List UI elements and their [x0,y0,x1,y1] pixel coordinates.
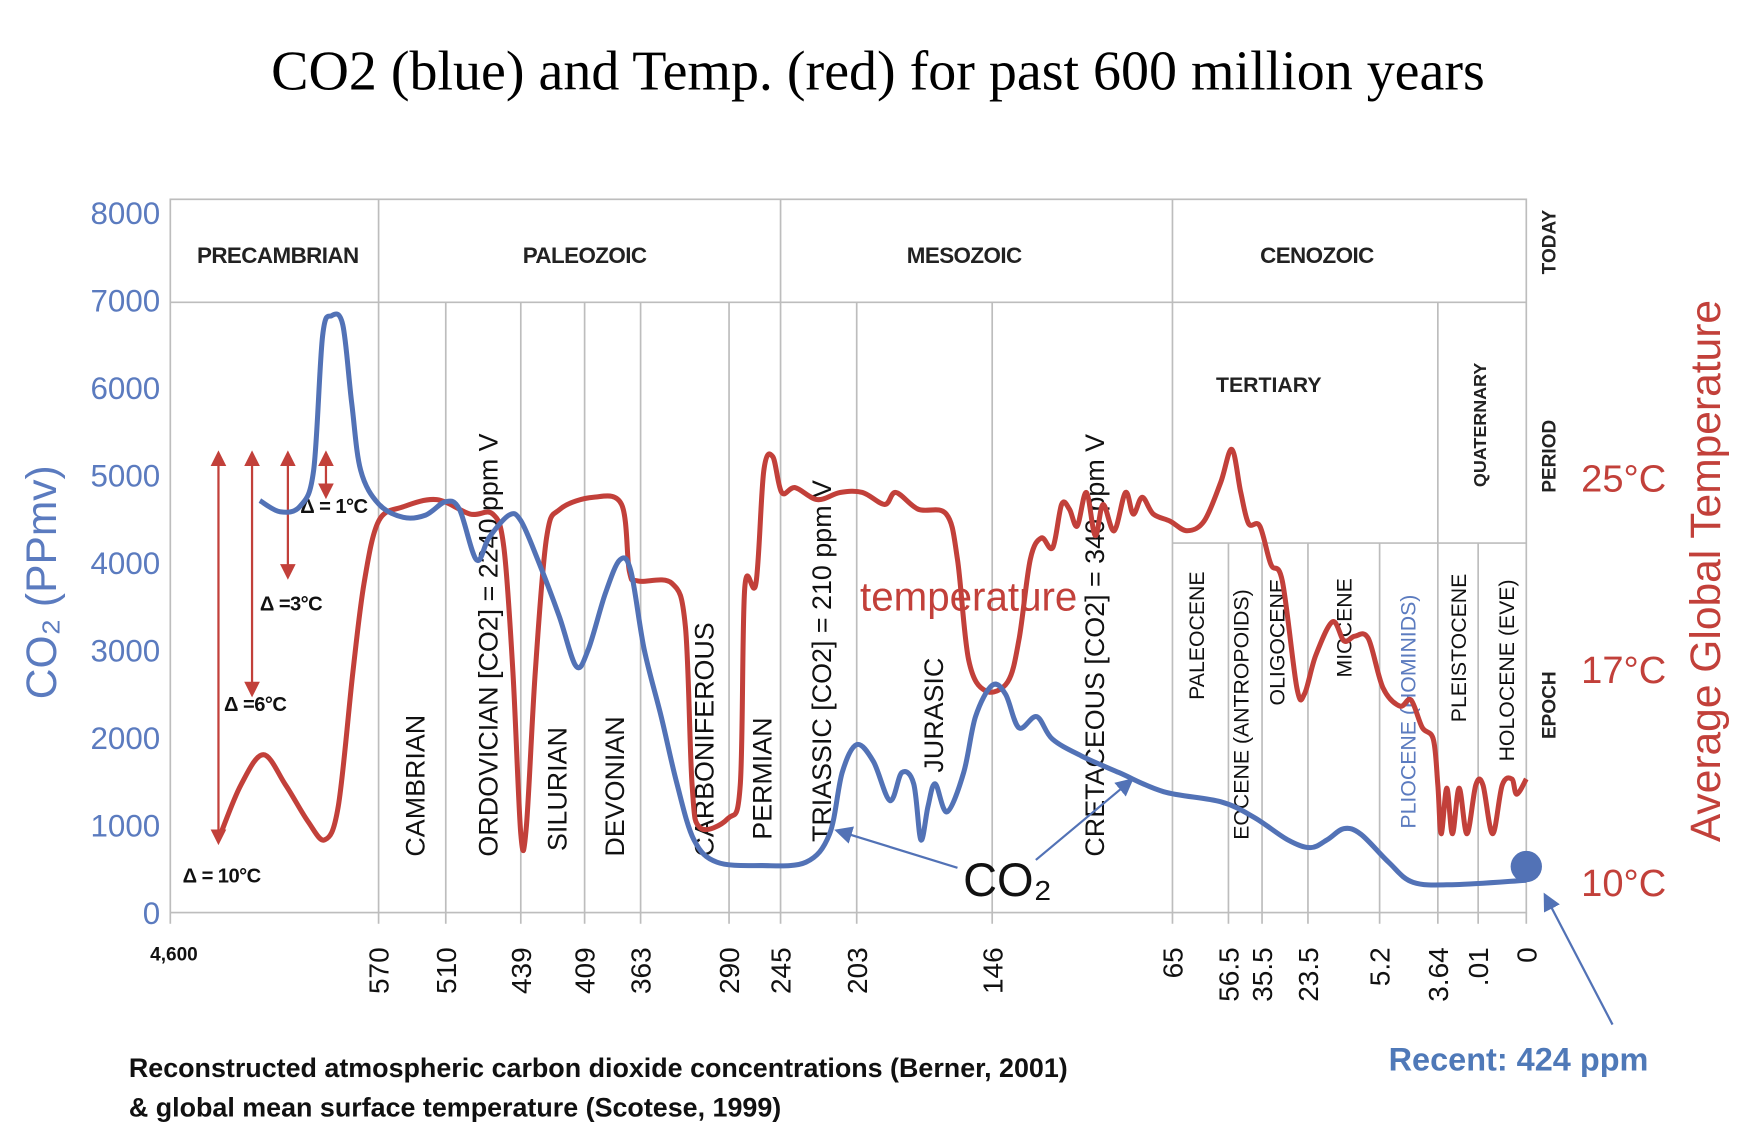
y-left-tick-label: 8000 [91,196,161,231]
x-tick-label: 23.5 [1293,947,1324,1001]
y-left-tick-label: 6000 [91,371,161,406]
recent-pointer-arrow [1543,892,1614,1026]
caption-line-2: & global mean surface temperature (Scote… [129,1092,781,1122]
x-tick-label: 5.2 [1365,947,1396,986]
x-tick-label: 146 [977,947,1008,994]
period-label: JURASIC [919,658,949,773]
period-label-tertiary: TERTIARY [1216,373,1322,397]
delta-label: Δ = 1°C [300,496,367,518]
column-label: EPOCH [1539,671,1560,739]
delta-label: Δ =6°C [224,694,286,716]
period-label: CAMBRIAN [400,715,430,857]
era-paleozoic: PALEOZOIC [523,243,647,268]
grid [169,198,1528,924]
x-tick-label: 56.5 [1214,947,1245,1001]
x-tick-label: 510 [431,947,462,994]
era-mesozoic: MESOZOIC [907,243,1022,268]
labels: 0 1000 2000 3000 4000 5000 6000 7000 8000 10°C 17°… [18,196,1730,1002]
x-tick-label: 245 [766,947,797,994]
caption-line-1: Reconstructed atmospheric carbon dioxide… [129,1053,1068,1083]
period-label: SILURIAN [543,727,573,851]
x-tick-label: 570 [364,947,395,994]
epoch-label: EOCENE (ANTROPOIDS) [1230,589,1254,839]
y-right-tick-label: 25°C [1581,459,1666,501]
y-left-tick-label: 0 [143,896,160,931]
period-label: ORDOVICIAN [CO2] = 2240 ppm V [473,433,503,856]
y-left-tick-label: 2000 [91,721,161,756]
y-axis-left-title: CO₂ (PPmv) [18,465,66,699]
x-tick-label: 409 [570,947,601,994]
temperature-label: temperature [860,574,1077,619]
delta-label: Δ =3°C [260,593,322,615]
y-left-tick-label: 3000 [91,633,161,668]
series: temperature CO₂ Recent: 424 ppm [218,311,1649,1077]
y-right-tick-label: 17°C [1581,650,1666,692]
x-tick-label: 3.64 [1423,947,1454,1001]
co2-label: CO₂ [963,853,1052,906]
era-cenozoic: CENOZOIC [1260,243,1374,268]
period-label: TRIASSIC [CO2] = 210 ppm V [807,480,837,842]
y-left-tick-label: 1000 [91,808,161,843]
x-tick-label: 363 [626,947,657,994]
x-tick-label: 4,600 [150,945,198,966]
x-tick-label: 65 [1158,947,1189,978]
y-axis-right-title: Average Global Temperature [1682,300,1730,842]
column-label: TODAY [1539,210,1560,275]
x-tick-label: 0 [1511,947,1542,963]
x-tick-label: 35.5 [1247,947,1278,1001]
chart-title: CO2 (blue) and Temp. (red) for past 600 … [271,41,1485,103]
epoch-label: PALEOCENE [1185,571,1209,699]
period-label-quaternary: QUATERNARY [1470,363,1490,487]
column-label: PERIOD [1539,420,1560,493]
co2-pointer-arrow [1035,778,1134,861]
delta-label: Δ = 10°C [183,865,261,887]
co2-line [258,311,1527,888]
epoch-label: HOLOCENE (EVE) [1495,579,1519,761]
plot-frame [169,198,1528,914]
co2-pointer-arrow [834,826,958,869]
recent-co2-marker [1510,850,1542,883]
period-label: DEVONIAN [600,716,630,856]
era-precambrian: PRECAMBRIAN [197,243,359,268]
x-tick-label: 203 [842,947,873,994]
y-left-tick-label: 7000 [91,283,161,318]
x-tick-label: .01 [1463,947,1494,986]
temperature-line [218,446,1529,853]
y-right-tick-label: 10°C [1581,863,1666,905]
recent-co2-label: Recent: 424 ppm [1389,1041,1649,1077]
y-left-tick-label: 4000 [91,546,161,581]
period-label: PERMIAN [748,717,778,839]
x-tick-label: 290 [714,947,745,994]
x-tick-label: 439 [506,947,537,994]
y-left-tick-label: 5000 [91,458,161,493]
epoch-label: PLEISTOCENE [1447,574,1471,723]
